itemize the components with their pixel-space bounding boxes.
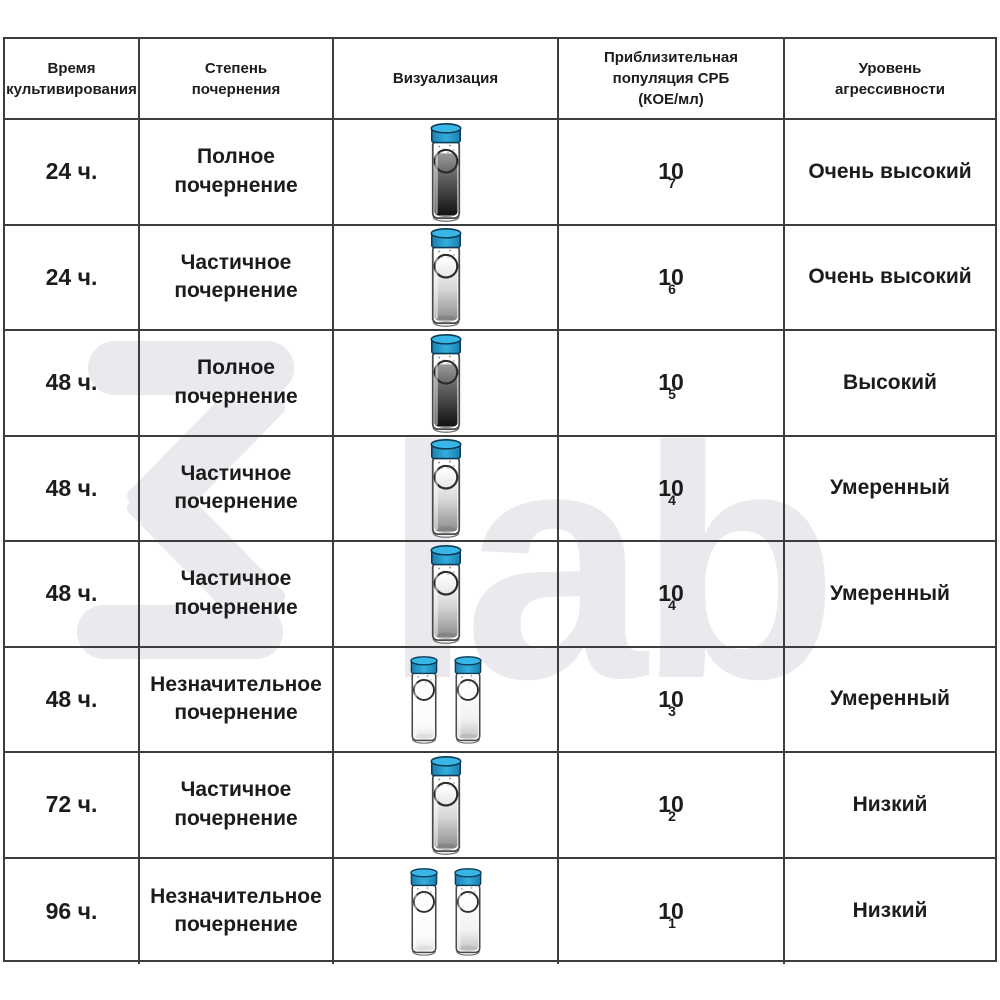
text-line: (КОЕ/мл) <box>638 91 704 108</box>
cell-degree: Незначительное почернение <box>140 647 334 753</box>
cell-level: Умеренный <box>785 437 995 542</box>
text-line: Частичное <box>180 778 292 802</box>
cell-level: Низкий <box>785 753 995 859</box>
text-line: Частичное <box>180 567 292 591</box>
cell-visualization <box>334 542 559 648</box>
cell-population: 10 5 <box>559 331 785 437</box>
cell-level: Низкий <box>852 899 928 923</box>
cell-visualization <box>334 331 559 437</box>
cell-level: Умеренный <box>785 648 995 753</box>
cell-level: Очень высокий <box>785 226 995 331</box>
vial-partial-icon <box>430 544 461 644</box>
cell-time: 48 ч. <box>5 436 140 542</box>
text-line: популяция СРБ <box>612 70 730 87</box>
text-line: Полное <box>197 145 275 169</box>
header-time: Время культивирования <box>5 39 140 120</box>
text-line: почернение <box>174 490 298 514</box>
population-base: 10 <box>658 369 684 396</box>
population-base: 10 <box>658 791 684 818</box>
cell-population: 10 3 <box>559 647 785 753</box>
cell-population: 10 6 <box>559 225 785 331</box>
cell-time: 48 ч. <box>5 647 140 753</box>
vial-light-icon <box>453 867 482 956</box>
header-visual: Визуализация <box>334 39 559 120</box>
vial-lightest-icon <box>409 867 438 956</box>
text-line: Визуализация <box>392 70 499 87</box>
population-base: 10 <box>658 685 684 712</box>
vial-partial-icon <box>430 755 461 855</box>
cell-population: 10 4 <box>559 542 785 648</box>
header-population: Приблизительная популяция СРБ (КОЕ/мл) <box>559 39 785 120</box>
text-line: Время <box>47 59 96 77</box>
vial-light-icon <box>453 655 482 744</box>
text-line: Приблизительная <box>603 49 739 66</box>
cell-time: 96 ч. <box>5 858 140 964</box>
text-line: Незначительное <box>150 884 322 908</box>
cell-time: 48 ч. <box>5 542 140 648</box>
text-line: Уровень <box>858 59 922 77</box>
text-line: агрессивности <box>835 80 945 98</box>
population-base: 10 <box>658 580 684 607</box>
cell-degree: Незначительное почернение <box>140 858 334 964</box>
cell-time: 24 ч. <box>5 120 140 226</box>
cell-degree: Полное почернение <box>140 331 334 437</box>
vial-partial-icon <box>430 439 461 539</box>
cell-level: Очень высокий <box>785 120 995 226</box>
vial-lightest-icon <box>409 655 438 744</box>
vial-dark-icon <box>430 333 461 433</box>
header-level: Уровень агрессивности <box>785 39 995 120</box>
text-line: почернения <box>191 80 281 98</box>
cell-visualization <box>334 647 559 753</box>
cell-degree: Частичное почернение <box>140 225 334 331</box>
cell-population: 10 4 <box>559 436 785 542</box>
cell-visualization <box>334 225 559 331</box>
watermark-logo-icon <box>77 341 294 659</box>
text-line: почернение <box>174 806 298 830</box>
population-base: 10 <box>658 263 684 290</box>
text-line: почернение <box>174 913 298 937</box>
cell-time: 24 ч. <box>5 225 140 331</box>
text-line: Частичное <box>180 461 292 485</box>
cell-degree: Полное почернение <box>140 120 334 226</box>
cell-population: 10 7 <box>559 120 785 226</box>
cell-visualization <box>334 858 559 964</box>
cell-level: Умеренный <box>785 542 995 648</box>
text-line: почернение <box>174 595 298 619</box>
population-base: 10 <box>658 158 684 185</box>
cell-degree: Частичное почернение <box>140 753 334 859</box>
cell-visualization <box>334 120 559 226</box>
srb-table: Время культивирования Степень почернения Виз… <box>3 37 997 964</box>
text-line: культивирования <box>6 80 137 98</box>
text-line: почернение <box>174 279 298 303</box>
cell-degree: Частичное почернение <box>140 542 334 648</box>
cell-visualization <box>334 436 559 542</box>
text-line: Степень <box>204 59 268 77</box>
text-line: Незначительное <box>150 672 322 696</box>
header-degree: Степень почернения <box>140 39 334 120</box>
population-base: 10 <box>658 474 684 501</box>
vial-dark-icon <box>430 122 461 222</box>
cell-time: 72 ч. <box>5 753 140 859</box>
cell-level: Высокий <box>785 331 995 437</box>
text-line: почернение <box>174 173 298 197</box>
cell-visualization <box>334 753 559 859</box>
cell-population: 10 1 <box>559 858 785 964</box>
text-line: почернение <box>174 384 298 408</box>
text-line: Частичное <box>180 250 292 274</box>
vial-partial-icon <box>430 228 461 328</box>
text-line: Полное <box>197 356 275 380</box>
cell-population: 10 2 <box>559 753 785 859</box>
cell-time: 48 ч. <box>5 331 140 437</box>
text-line: почернение <box>174 701 298 725</box>
cell-degree: Частичное почернение <box>140 436 334 542</box>
population-base: 10 <box>658 897 684 924</box>
